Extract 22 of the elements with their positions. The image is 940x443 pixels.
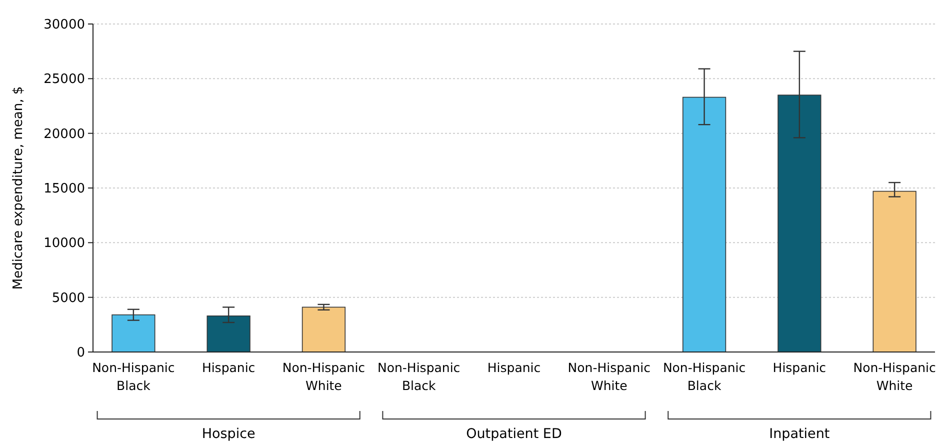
y-tick-label: 25000: [44, 72, 85, 88]
y-tick-label: 10000: [44, 236, 85, 252]
y-tick-label: 0: [76, 346, 85, 361]
text: Hospice: [202, 426, 256, 442]
x-tick-label: Hispanic: [202, 360, 256, 375]
bar: [112, 314, 156, 352]
x-tick-label: Hispanic: [487, 360, 541, 375]
x-tick-label: Non-Hispanic Black: [662, 360, 746, 393]
x-tick-label: Non-Hispanic White: [568, 360, 651, 393]
x-tick-label: Non-Hispanic White: [282, 360, 366, 393]
x-tick-label: Hispanic: [772, 360, 826, 375]
x-tick-label: Non-Hispanic Black: [92, 360, 175, 393]
text: Inpatient: [769, 426, 830, 442]
y-tick-label: 20000: [44, 126, 85, 142]
text: Outpatient ED: [466, 426, 562, 442]
y-tick-label: 5000: [52, 290, 85, 306]
x-tick-label: Non-Hispanic White: [853, 360, 936, 393]
y-tick-label: 30000: [44, 18, 85, 33]
y-tick-label: 15000: [44, 182, 85, 197]
y-axis-title: Medicare expenditure, mean, $: [11, 86, 26, 290]
x-tick-label: Non-Hispanic Black: [378, 360, 460, 393]
bar: [302, 306, 346, 352]
